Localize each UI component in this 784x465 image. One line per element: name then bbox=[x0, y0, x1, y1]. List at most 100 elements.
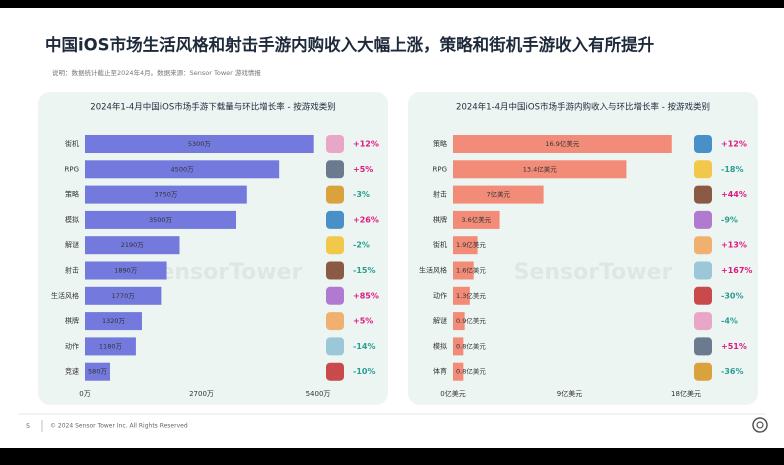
growth-label: -9% bbox=[721, 215, 738, 224]
bar bbox=[453, 210, 500, 229]
x-tick-label: 9亿美元 bbox=[557, 389, 582, 398]
game-icon bbox=[694, 261, 712, 280]
logo bbox=[756, 421, 764, 429]
value-label: 7亿美元 bbox=[486, 190, 510, 199]
x-tick-label: 18亿美元 bbox=[671, 389, 701, 398]
value-label: 0.9亿美元 bbox=[456, 316, 486, 325]
value-label: 13.4亿美元 bbox=[523, 164, 557, 173]
chart-title: 2024年1-4月中国iOS市场手游内购收入与环比增长率 - 按游戏类别 bbox=[456, 102, 710, 113]
x-tick-label: 0万 bbox=[79, 390, 90, 398]
growth-label: -3% bbox=[353, 190, 370, 199]
category-label: 动作 bbox=[65, 341, 79, 350]
growth-label: -2% bbox=[353, 241, 370, 250]
value-label: 3.6亿美元 bbox=[461, 215, 491, 224]
game-icon bbox=[326, 135, 344, 153]
value-label: 1.3亿美元 bbox=[456, 291, 486, 300]
value-label: 2190万 bbox=[121, 241, 145, 249]
bar bbox=[453, 312, 465, 331]
value-label: 1.9亿美元 bbox=[456, 240, 486, 249]
note: 说明：数据统计截止至2024年4月。数据来源：Sensor Tower 游戏情报 bbox=[52, 68, 261, 77]
value-label: 1.6亿美元 bbox=[456, 266, 486, 275]
bar bbox=[453, 261, 474, 280]
game-icon bbox=[694, 185, 712, 204]
game-icon bbox=[694, 286, 712, 305]
category-label: 街机 bbox=[65, 139, 79, 148]
game-icon bbox=[694, 236, 712, 255]
bar bbox=[453, 135, 672, 153]
growth-label: -36% bbox=[721, 367, 743, 376]
value-label: 580万 bbox=[88, 368, 107, 376]
game-icon bbox=[694, 160, 712, 179]
category-label: 棋牌 bbox=[65, 316, 79, 325]
category-label: 模拟 bbox=[65, 215, 79, 224]
game-icon bbox=[326, 160, 344, 179]
game-icon bbox=[694, 362, 712, 381]
game-icon bbox=[326, 210, 344, 229]
category-label: 动作 bbox=[433, 291, 447, 300]
game-icon bbox=[694, 337, 712, 356]
value-label: 1180万 bbox=[99, 342, 123, 350]
value-label: 5300万 bbox=[188, 140, 212, 148]
value-label: 16.9亿美元 bbox=[545, 139, 579, 148]
category-label: 射击 bbox=[65, 266, 79, 275]
category-label: 模拟 bbox=[433, 341, 447, 350]
value-label: 0.8亿美元 bbox=[456, 341, 486, 350]
growth-label: +26% bbox=[353, 215, 379, 224]
growth-label: -30% bbox=[721, 291, 743, 300]
growth-label: -4% bbox=[721, 317, 738, 326]
bar bbox=[85, 286, 162, 305]
game-icon bbox=[326, 337, 344, 356]
category-label: 棋牌 bbox=[433, 215, 447, 224]
logo bbox=[752, 417, 768, 433]
growth-label: -14% bbox=[353, 342, 375, 351]
bar bbox=[453, 160, 627, 179]
value-label: 3500万 bbox=[149, 216, 173, 224]
value-label: 0.8亿美元 bbox=[456, 367, 486, 376]
bar bbox=[85, 362, 111, 381]
bar bbox=[85, 185, 247, 204]
growth-label: +13% bbox=[721, 241, 747, 250]
category-label: 生活风格 bbox=[51, 291, 79, 300]
game-icon bbox=[326, 236, 344, 255]
bar bbox=[453, 362, 464, 381]
growth-label: +85% bbox=[353, 291, 379, 300]
x-tick-label: 2700万 bbox=[189, 390, 214, 398]
game-icon bbox=[326, 286, 344, 305]
bar bbox=[453, 337, 464, 356]
watermark: SensorTower bbox=[514, 260, 673, 285]
category-label: 竞速 bbox=[65, 367, 79, 376]
growth-label: +44% bbox=[721, 190, 747, 199]
copyright: © 2024 Sensor Tower Inc. All Rights Rese… bbox=[50, 423, 188, 430]
value-label: 4500万 bbox=[171, 165, 195, 173]
category-label: 解谜 bbox=[433, 316, 447, 325]
slide-title: 中国iOS市场生活风格和射击手游内购收入大幅上涨，策略和街机手游收入有所提升 bbox=[45, 35, 654, 55]
category-label: 体育 bbox=[433, 367, 447, 376]
category-label: RPG bbox=[64, 165, 79, 173]
game-icon bbox=[326, 185, 344, 204]
category-label: 街机 bbox=[433, 240, 447, 249]
growth-label: +12% bbox=[721, 140, 747, 149]
category-label: 解谜 bbox=[65, 240, 79, 249]
bar bbox=[85, 337, 136, 356]
bar bbox=[85, 236, 180, 255]
game-icon bbox=[694, 135, 712, 153]
x-tick-label: 0亿美元 bbox=[440, 389, 465, 398]
watermark: SensorTower bbox=[144, 260, 303, 285]
bar bbox=[85, 160, 280, 179]
bar bbox=[85, 312, 142, 331]
growth-label: -18% bbox=[721, 165, 743, 174]
category-label: 生活风格 bbox=[419, 266, 447, 275]
x-tick-label: 5400万 bbox=[306, 390, 331, 398]
category-label: 策略 bbox=[433, 139, 447, 148]
game-icon bbox=[326, 261, 344, 280]
game-icon bbox=[326, 362, 344, 381]
game-icon bbox=[694, 312, 712, 331]
value-label: 1320万 bbox=[102, 317, 126, 325]
value-label: 1770万 bbox=[112, 292, 136, 300]
game-icon bbox=[694, 210, 712, 229]
growth-label: +167% bbox=[721, 266, 752, 275]
growth-label: +12% bbox=[353, 140, 379, 149]
page-number: 5 bbox=[26, 422, 30, 430]
